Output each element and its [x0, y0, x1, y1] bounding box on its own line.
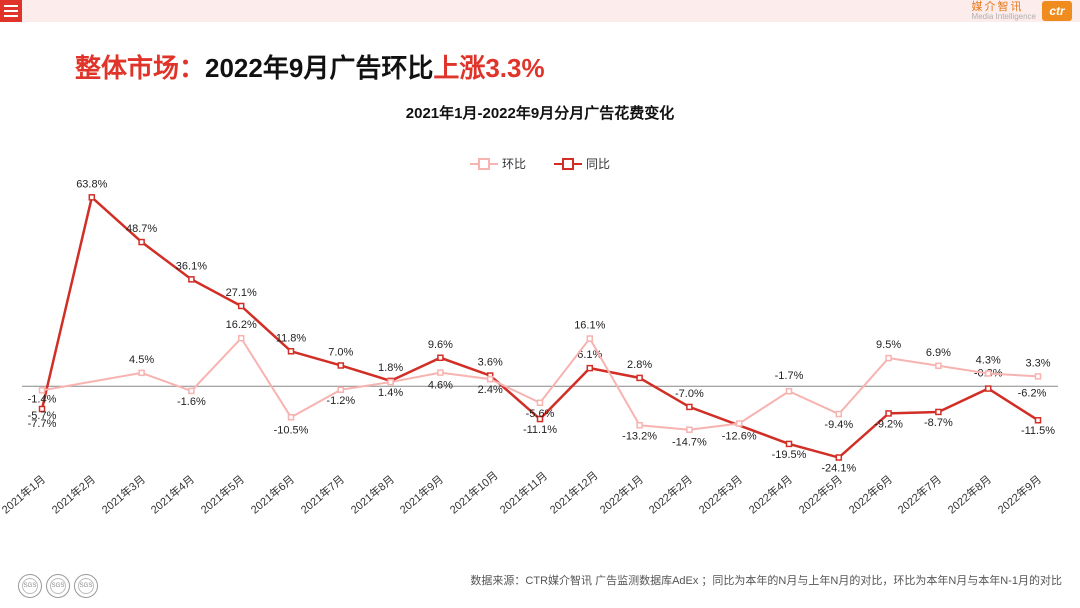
hamburger-menu-button[interactable] — [0, 0, 22, 22]
svg-text:48.7%: 48.7% — [126, 223, 157, 235]
svg-text:-13.2%: -13.2% — [622, 430, 657, 442]
svg-text:-19.5%: -19.5% — [772, 449, 807, 461]
svg-text:4.6%: 4.6% — [428, 380, 453, 392]
svg-text:27.1%: 27.1% — [226, 287, 257, 299]
x-axis-labels: 2021年1月2021年2月2021年3月2021年4月2021年5月2021年… — [22, 475, 1058, 535]
x-axis-label: 2021年12月 — [546, 467, 601, 517]
svg-text:11.8%: 11.8% — [276, 332, 307, 344]
svg-text:63.8%: 63.8% — [76, 179, 107, 190]
topbar: 媒介智讯 Media Intelligence ctr — [0, 0, 1080, 22]
svg-text:-10.5%: -10.5% — [274, 424, 309, 436]
svg-text:-11.1%: -11.1% — [523, 424, 557, 436]
svg-text:1.4%: 1.4% — [378, 387, 403, 399]
svg-text:4.5%: 4.5% — [129, 354, 154, 366]
x-axis-label: 2021年5月 — [197, 471, 248, 517]
svg-text:-5.6%: -5.6% — [526, 408, 555, 420]
brand-name-zh: 媒介智讯 — [972, 2, 1036, 13]
svg-text:-14.7%: -14.7% — [672, 437, 707, 449]
x-axis-label: 2022年8月 — [944, 471, 995, 517]
svg-text:2.8%: 2.8% — [627, 359, 652, 371]
x-axis-label: 2021年7月 — [297, 471, 348, 517]
title-suffix: 上涨3.3% — [433, 53, 544, 83]
brand: 媒介智讯 Media Intelligence ctr — [972, 1, 1080, 21]
legend-item-mom: 环比 — [470, 155, 526, 172]
x-axis-label: 2021年6月 — [247, 471, 298, 517]
legend-swatch-yoy — [554, 163, 582, 165]
chart-svg: -7.7%63.8%48.7%36.1%27.1%11.8%7.0%1.8%9.… — [22, 179, 1058, 475]
svg-text:16.1%: 16.1% — [574, 320, 605, 332]
x-axis-label: 2022年4月 — [745, 471, 796, 517]
legend-swatch-mom — [470, 163, 498, 165]
x-axis-label: 2022年1月 — [596, 471, 647, 517]
x-axis-label: 2022年2月 — [645, 471, 696, 517]
svg-text:-24.1%: -24.1% — [821, 463, 856, 475]
svg-text:7.0%: 7.0% — [328, 346, 353, 358]
data-source-note: 数据来源：CTR媒介智讯 广告监测数据库AdEx ；同比为本年的N月与上年N月的… — [0, 572, 1062, 588]
x-axis-label: 2022年7月 — [894, 471, 945, 517]
sgs-badge: SGS — [18, 574, 42, 598]
legend-label-yoy: 同比 — [586, 155, 610, 172]
legend-item-yoy: 同比 — [554, 155, 610, 172]
x-axis-label: 2021年11月 — [496, 468, 551, 517]
hamburger-icon — [4, 5, 18, 17]
svg-text:-1.4%: -1.4% — [28, 393, 57, 405]
legend: 环比 同比 — [22, 155, 1058, 172]
svg-text:3.3%: 3.3% — [1025, 357, 1050, 369]
brand-logo: ctr — [1042, 1, 1072, 21]
svg-text:9.5%: 9.5% — [876, 339, 901, 351]
page-title: 整体市场：2022年9月广告环比上涨3.3% — [75, 48, 545, 85]
svg-text:9.6%: 9.6% — [428, 339, 453, 351]
x-axis-label: 2022年6月 — [845, 471, 896, 517]
svg-text:-12.6%: -12.6% — [722, 430, 757, 442]
svg-text:1.8%: 1.8% — [378, 362, 403, 374]
svg-text:-1.7%: -1.7% — [775, 370, 804, 382]
svg-text:-9.2%: -9.2% — [874, 418, 903, 430]
svg-text:-7.0%: -7.0% — [675, 388, 704, 400]
svg-text:-1.6%: -1.6% — [177, 396, 206, 408]
line-chart: 环比 同比 -7.7%63.8%48.7%36.1%27.1%11.8%7.0%… — [22, 155, 1058, 535]
certification-badges: SGS SGS SGS — [18, 574, 98, 598]
svg-text:36.1%: 36.1% — [176, 260, 207, 272]
title-mid: 2022年9月广告环比 — [205, 53, 433, 83]
brand-name-en: Media Intelligence — [972, 13, 1036, 21]
x-axis-label: 2021年2月 — [48, 471, 99, 517]
legend-label-mom: 环比 — [502, 155, 526, 172]
x-axis-label: 2022年9月 — [994, 471, 1045, 517]
x-axis-label: 2021年8月 — [347, 471, 398, 517]
svg-text:-8.7%: -8.7% — [924, 417, 953, 429]
x-axis-label: 2022年3月 — [695, 471, 746, 517]
svg-text:2.4%: 2.4% — [478, 384, 503, 396]
sgs-badge: SGS — [46, 574, 70, 598]
svg-text:6.9%: 6.9% — [926, 347, 951, 359]
x-axis-label: 2021年1月 — [0, 471, 49, 517]
title-prefix: 整体市场： — [75, 53, 205, 83]
sgs-badge: SGS — [74, 574, 98, 598]
svg-text:-9.4%: -9.4% — [824, 419, 853, 431]
svg-text:-5.7%: -5.7% — [28, 410, 57, 422]
svg-text:3.6%: 3.6% — [478, 357, 503, 369]
svg-text:4.3%: 4.3% — [976, 354, 1001, 366]
svg-text:16.2%: 16.2% — [226, 319, 257, 331]
svg-text:-6.2%: -6.2% — [1018, 388, 1047, 400]
x-axis-label: 2021年3月 — [98, 471, 149, 517]
x-axis-label: 2022年5月 — [795, 471, 846, 517]
chart-subtitle: 2021年1月-2022年9月分月广告花费变化 — [0, 102, 1080, 123]
svg-text:-1.2%: -1.2% — [326, 395, 355, 407]
x-axis-label: 2021年10月 — [446, 467, 501, 517]
svg-text:-11.5%: -11.5% — [1021, 425, 1055, 437]
x-axis-label: 2021年9月 — [396, 471, 447, 517]
x-axis-label: 2021年4月 — [147, 471, 198, 517]
